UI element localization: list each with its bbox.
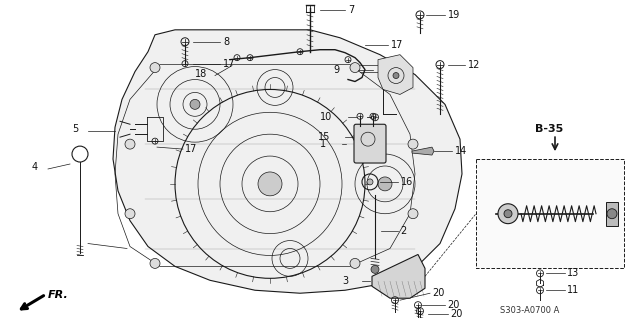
Text: 17: 17 xyxy=(386,67,398,76)
Circle shape xyxy=(125,209,135,219)
Text: 7: 7 xyxy=(348,5,354,15)
Polygon shape xyxy=(606,202,618,226)
Text: 8: 8 xyxy=(223,37,229,47)
Circle shape xyxy=(408,209,418,219)
Text: 2: 2 xyxy=(400,226,406,236)
Circle shape xyxy=(607,209,617,219)
Text: 9: 9 xyxy=(334,65,340,75)
Circle shape xyxy=(150,63,160,73)
Circle shape xyxy=(393,73,399,78)
Text: 15: 15 xyxy=(318,132,330,142)
FancyBboxPatch shape xyxy=(354,124,386,163)
Circle shape xyxy=(504,210,512,218)
Text: 3: 3 xyxy=(342,276,348,286)
Circle shape xyxy=(408,139,418,149)
Text: 18: 18 xyxy=(195,68,207,78)
Text: 11: 11 xyxy=(567,285,579,295)
Text: 16: 16 xyxy=(401,177,413,187)
Text: 17: 17 xyxy=(391,40,403,50)
Text: 17: 17 xyxy=(223,59,236,68)
Text: 20: 20 xyxy=(432,288,445,298)
Text: 17: 17 xyxy=(185,144,197,154)
Text: 14: 14 xyxy=(455,146,468,156)
Text: 4: 4 xyxy=(32,162,38,172)
Circle shape xyxy=(125,139,135,149)
Polygon shape xyxy=(372,254,425,298)
Ellipse shape xyxy=(363,134,377,141)
Circle shape xyxy=(371,265,379,273)
Circle shape xyxy=(350,259,360,268)
Text: FR.: FR. xyxy=(48,290,69,300)
Polygon shape xyxy=(113,30,462,293)
Circle shape xyxy=(150,259,160,268)
Text: 6: 6 xyxy=(385,60,391,70)
Text: 13: 13 xyxy=(567,268,579,278)
Text: 5: 5 xyxy=(72,124,78,134)
Circle shape xyxy=(378,177,392,191)
Circle shape xyxy=(498,204,518,224)
Text: 12: 12 xyxy=(468,60,480,70)
Circle shape xyxy=(190,100,200,109)
Circle shape xyxy=(350,63,360,73)
Text: S303-A0700 A: S303-A0700 A xyxy=(500,306,560,315)
Polygon shape xyxy=(412,147,434,155)
Text: 1: 1 xyxy=(320,139,326,149)
Circle shape xyxy=(367,179,373,185)
Text: B-35: B-35 xyxy=(535,124,563,134)
Text: 10: 10 xyxy=(320,112,332,122)
Bar xyxy=(476,159,624,268)
Text: 19: 19 xyxy=(448,10,461,20)
Text: 20: 20 xyxy=(447,300,459,310)
Polygon shape xyxy=(378,55,413,94)
Circle shape xyxy=(258,172,282,196)
Text: 20: 20 xyxy=(450,309,462,319)
